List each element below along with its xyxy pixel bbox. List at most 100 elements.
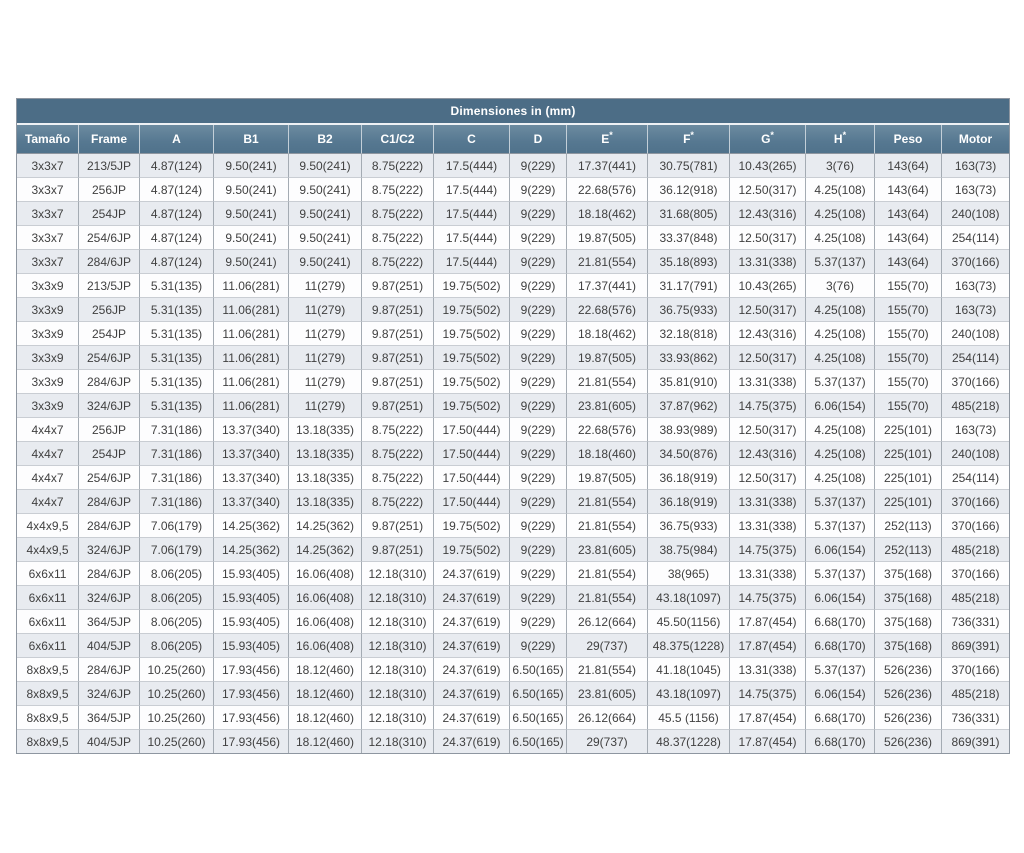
table-cell: 256JP xyxy=(78,417,139,441)
table-cell: 155(70) xyxy=(874,345,941,369)
table-cell: 526(236) xyxy=(874,705,941,729)
table-cell: 19.75(502) xyxy=(433,321,509,345)
table-cell: 143(64) xyxy=(874,177,941,201)
table-cell: 9(229) xyxy=(509,369,566,393)
table-cell: 15.93(405) xyxy=(213,585,288,609)
table-cell: 155(70) xyxy=(874,393,941,417)
table-cell: 9.50(241) xyxy=(288,249,361,273)
table-title: Dimensiones in (mm) xyxy=(17,99,1010,125)
table-cell: 17.37(441) xyxy=(566,273,647,297)
table-cell: 14.25(362) xyxy=(288,537,361,561)
table-cell: 869(391) xyxy=(941,633,1010,657)
column-header: A xyxy=(139,125,213,154)
table-cell: 155(70) xyxy=(874,321,941,345)
table-cell: 17.50(444) xyxy=(433,489,509,513)
table-cell: 14.25(362) xyxy=(288,513,361,537)
table-cell: 4.25(108) xyxy=(805,465,874,489)
table-cell: 252(113) xyxy=(874,513,941,537)
table-cell: 21.81(554) xyxy=(566,369,647,393)
table-cell: 254/6JP xyxy=(78,465,139,489)
column-header: B2 xyxy=(288,125,361,154)
table-cell: 43.18(1097) xyxy=(647,585,729,609)
table-cell: 14.75(375) xyxy=(729,393,805,417)
column-header: Peso xyxy=(874,125,941,154)
table-cell: 6.50(165) xyxy=(509,729,566,753)
table-cell: 485(218) xyxy=(941,585,1010,609)
table-cell: 869(391) xyxy=(941,729,1010,753)
table-cell: 256JP xyxy=(78,177,139,201)
table-cell: 370(166) xyxy=(941,489,1010,513)
table-cell: 284/6JP xyxy=(78,657,139,681)
table-cell: 10.25(260) xyxy=(139,681,213,705)
table-cell: 143(64) xyxy=(874,225,941,249)
table-cell: 324/6JP xyxy=(78,681,139,705)
table-row: 6x6x11 284/6JP 8.06(205) 15.93(405) 16.06(40… xyxy=(17,561,1010,585)
column-header-row: Tamaño Frame A B1 B2 C1/C2 C D E* F* G* H* Peso Motor xyxy=(17,125,1010,154)
table-cell: 8x8x9,5 xyxy=(17,657,78,681)
table-cell: 254JP xyxy=(78,441,139,465)
table-cell: 6x6x11 xyxy=(17,633,78,657)
table-cell: 12.43(316) xyxy=(729,321,805,345)
table-row: 3x3x9 254/6JP 5.31(135) 11.06(281) 11(279) 9.… xyxy=(17,345,1010,369)
table-cell: 12.43(316) xyxy=(729,441,805,465)
table-cell: 8.75(222) xyxy=(361,201,433,225)
table-cell: 370(166) xyxy=(941,513,1010,537)
table-cell: 4x4x7 xyxy=(17,489,78,513)
table-cell: 38.93(989) xyxy=(647,417,729,441)
table-cell: 11.06(281) xyxy=(213,321,288,345)
table-cell: 22.68(576) xyxy=(566,297,647,321)
table-cell: 21.81(554) xyxy=(566,513,647,537)
table-cell: 8.75(222) xyxy=(361,417,433,441)
table-cell: 17.5(444) xyxy=(433,249,509,273)
column-header: G* xyxy=(729,125,805,154)
table-cell: 5.37(137) xyxy=(805,489,874,513)
table-cell: 12.50(317) xyxy=(729,465,805,489)
table-cell: 12.18(310) xyxy=(361,633,433,657)
table-cell: 6.50(165) xyxy=(509,705,566,729)
table-cell: 6x6x11 xyxy=(17,561,78,585)
table-cell: 10.43(265) xyxy=(729,273,805,297)
table-cell: 36.12(918) xyxy=(647,177,729,201)
table-cell: 9.87(251) xyxy=(361,297,433,321)
table-cell: 9(229) xyxy=(509,201,566,225)
table-row: 4x4x7 256JP 7.31(186) 13.37(340) 13.18(335) 8… xyxy=(17,417,1010,441)
table-cell: 6x6x11 xyxy=(17,609,78,633)
table-cell: 254(114) xyxy=(941,225,1010,249)
table-cell: 4.25(108) xyxy=(805,225,874,249)
table-cell: 7.31(186) xyxy=(139,465,213,489)
table-cell: 736(331) xyxy=(941,609,1010,633)
table-cell: 284/6JP xyxy=(78,513,139,537)
table-cell: 370(166) xyxy=(941,249,1010,273)
table-cell: 18.12(460) xyxy=(288,729,361,753)
table-cell: 9(229) xyxy=(509,177,566,201)
column-header: D xyxy=(509,125,566,154)
table-cell: 8.75(222) xyxy=(361,154,433,177)
table-cell: 3x3x9 xyxy=(17,345,78,369)
table-cell: 16.06(408) xyxy=(288,633,361,657)
table-cell: 163(73) xyxy=(941,417,1010,441)
table-cell: 4x4x9,5 xyxy=(17,537,78,561)
table-title-row: Dimensiones in (mm) xyxy=(17,99,1010,125)
table-cell: 23.81(605) xyxy=(566,537,647,561)
table-cell: 4.87(124) xyxy=(139,177,213,201)
table-cell: 8.06(205) xyxy=(139,633,213,657)
table-cell: 9(229) xyxy=(509,609,566,633)
table-cell: 254(114) xyxy=(941,345,1010,369)
table-cell: 26.12(664) xyxy=(566,705,647,729)
table-cell: 11.06(281) xyxy=(213,345,288,369)
table-cell: 8.75(222) xyxy=(361,465,433,489)
table-cell: 17.5(444) xyxy=(433,177,509,201)
table-cell: 240(108) xyxy=(941,441,1010,465)
table-cell: 11(279) xyxy=(288,297,361,321)
table-cell: 163(73) xyxy=(941,177,1010,201)
table-cell: 9.50(241) xyxy=(288,177,361,201)
table-cell: 9.87(251) xyxy=(361,345,433,369)
table-cell: 485(218) xyxy=(941,681,1010,705)
table-cell: 17.93(456) xyxy=(213,705,288,729)
table-cell: 225(101) xyxy=(874,441,941,465)
table-cell: 13.18(335) xyxy=(288,465,361,489)
table-cell: 24.37(619) xyxy=(433,657,509,681)
table-cell: 163(73) xyxy=(941,154,1010,177)
table-cell: 7.06(179) xyxy=(139,513,213,537)
